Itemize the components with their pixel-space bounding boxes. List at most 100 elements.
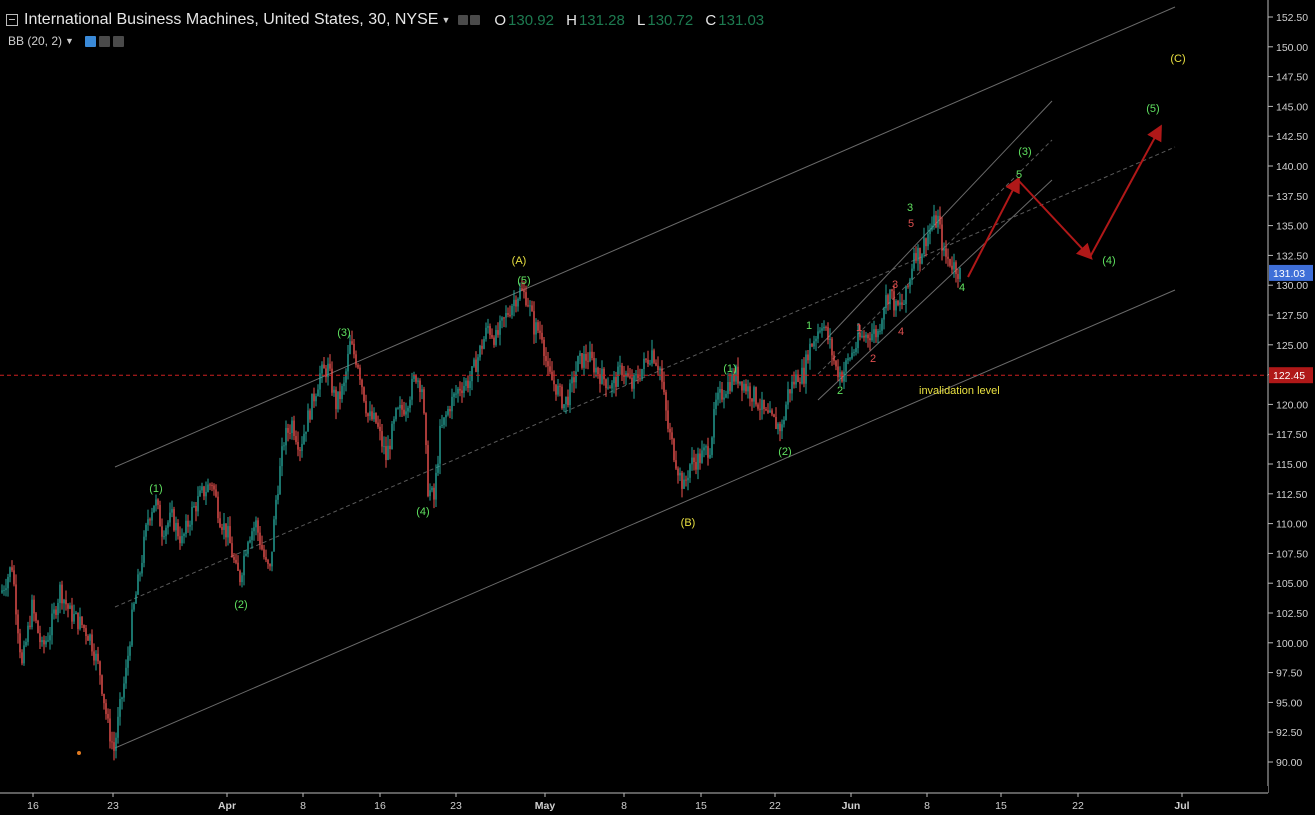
candle-body [843, 371, 845, 382]
ohlc-high-key: H [566, 11, 577, 29]
candle-body [443, 417, 445, 425]
candle [59, 581, 61, 614]
candle [839, 366, 841, 386]
candle-body [11, 567, 13, 571]
candle-body [389, 445, 391, 450]
candle-body [195, 506, 197, 512]
candle-body [375, 412, 377, 423]
candle-body [201, 486, 203, 491]
candle [293, 415, 295, 441]
candle-body [717, 392, 719, 400]
candle-body [395, 408, 397, 420]
candle-body [937, 215, 939, 228]
candle [209, 482, 211, 491]
eye-icon[interactable] [84, 35, 96, 47]
candle [267, 558, 269, 569]
candle-body [523, 290, 525, 293]
wave-label: 2 [837, 385, 843, 397]
candle [689, 463, 691, 483]
gear-icon[interactable] [470, 15, 481, 25]
candle-body [653, 350, 655, 363]
y-tick-label: 147.50 [1276, 72, 1308, 84]
close-icon[interactable] [112, 35, 124, 47]
candle [567, 389, 569, 408]
x-tick-label: 23 [450, 800, 462, 812]
candle [9, 566, 11, 583]
y-axis[interactable]: 152.50 150.00 147.50 145.00 142.50 140.00 137.… [1267, 0, 1315, 815]
candle [763, 399, 765, 415]
candle [47, 632, 49, 643]
candle [441, 414, 443, 428]
candle [677, 466, 679, 484]
candle-body [815, 338, 817, 342]
candle-body [905, 285, 907, 305]
settings-icon[interactable] [458, 15, 469, 25]
candle [911, 263, 913, 285]
candle [631, 369, 633, 392]
candle [219, 511, 221, 529]
candle-body [25, 641, 27, 646]
candle [621, 362, 623, 381]
symbol-title[interactable]: International Business Machines, United … [24, 11, 439, 28]
candle [683, 472, 685, 489]
candle-body [101, 675, 103, 694]
candle [83, 624, 85, 632]
candle [227, 516, 229, 546]
wave-label: (C) [1170, 53, 1185, 65]
candle [375, 412, 377, 424]
x-axis[interactable]: 16 23 Apr 8 16 23 May 8 15 22 Jun 8 15 22 Jul [0, 786, 1315, 815]
candle-body [897, 300, 899, 305]
candle [31, 594, 33, 630]
candle-body [165, 527, 167, 537]
candle-body [209, 484, 211, 486]
candle-body [483, 339, 485, 349]
candle-body [535, 322, 537, 335]
wave-label: (5) [1146, 103, 1159, 115]
candle-body [35, 613, 37, 621]
candle-body [169, 512, 171, 523]
candle [935, 210, 937, 229]
indicator-label[interactable]: BB (20, 2) [8, 34, 63, 48]
y-tick-label: 132.50 [1276, 250, 1308, 262]
candle [51, 603, 53, 645]
candle [945, 240, 947, 264]
candle-body [207, 484, 209, 492]
candle-body [355, 354, 357, 365]
gear-icon[interactable] [98, 35, 110, 47]
candle-body [611, 383, 613, 389]
candle [165, 525, 167, 545]
candle [211, 482, 213, 492]
candle [641, 368, 643, 382]
candle-body [139, 573, 141, 575]
collapse-icon[interactable] [6, 14, 18, 26]
candle-body [343, 382, 345, 387]
candle-body [173, 509, 175, 531]
candle [921, 253, 923, 265]
candle [853, 349, 855, 357]
chevron-down-icon[interactable]: ▼ [65, 36, 74, 46]
candle [775, 407, 777, 430]
candle [515, 295, 517, 313]
chevron-down-icon[interactable]: ▼ [441, 15, 451, 25]
candle [77, 612, 79, 635]
candle-body [959, 267, 961, 279]
candle [459, 381, 461, 397]
candle [547, 351, 549, 376]
candle-body [281, 446, 283, 467]
candle-body [217, 496, 219, 519]
candle-body [73, 613, 75, 622]
price-candles [1, 204, 961, 761]
candle [629, 367, 631, 380]
candle [483, 336, 485, 350]
candle-body [151, 512, 153, 521]
candle [389, 438, 391, 460]
candle-body [293, 420, 295, 437]
candle-body [533, 311, 535, 335]
candle-body [813, 341, 815, 347]
candle [361, 378, 363, 395]
candle-body [827, 327, 829, 341]
candle-body [553, 380, 555, 385]
last-price-tag-bg [1269, 264, 1313, 281]
candle [817, 323, 819, 344]
